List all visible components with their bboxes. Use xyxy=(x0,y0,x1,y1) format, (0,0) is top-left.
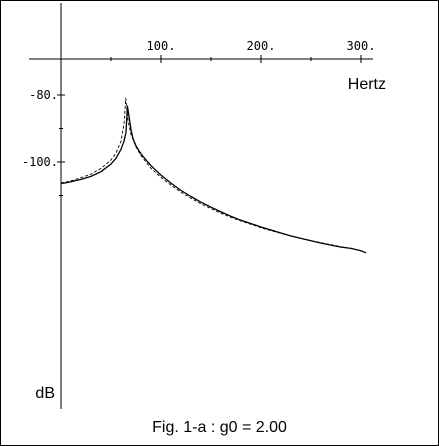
x-tick-label: 300. xyxy=(347,39,376,53)
series-line-dashed xyxy=(60,97,367,253)
x-tick-label: 200. xyxy=(247,39,276,53)
x-tick-label: 100. xyxy=(147,39,176,53)
y-tick-label: -100. xyxy=(22,155,58,169)
chart-plot: 100. 200. 300. -80. -100. Hertz dB xyxy=(22,3,386,409)
x-axis-label: Hertz xyxy=(348,76,386,93)
y-axis-label: dB xyxy=(35,385,55,402)
figure-caption: Fig. 1-a : g0 = 2.00 xyxy=(152,419,287,436)
y-tick-label: -80. xyxy=(29,88,58,102)
series-line-solid xyxy=(60,105,367,254)
